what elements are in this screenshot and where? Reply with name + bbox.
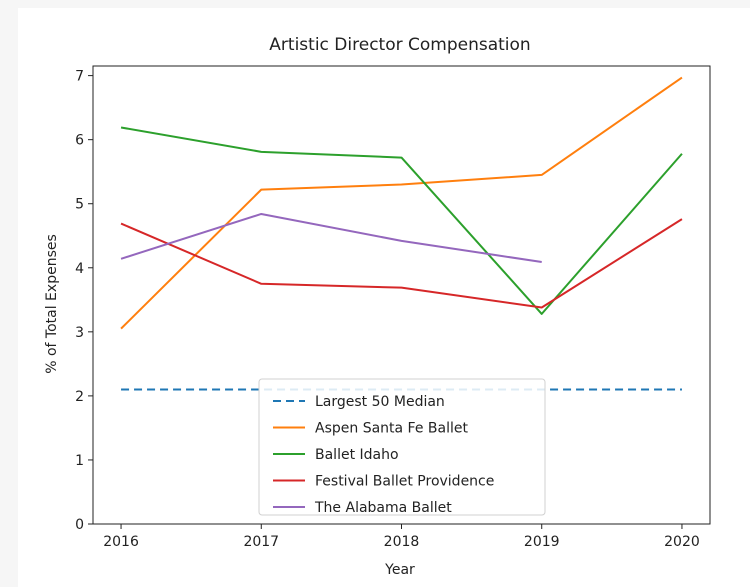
series-line-aspen-santa-fe-ballet — [120, 76, 683, 330]
y-tick-label: 6 — [75, 133, 84, 149]
y-axis: 0 1 2 3 4 5 6 7 — [75, 69, 93, 533]
legend-label: Ballet Idaho — [315, 447, 399, 463]
y-tick-label: 0 — [75, 517, 84, 533]
line-chart: Artistic Director Compensation 2016 2017 2… — [44, 35, 711, 578]
y-axis-label: % of Total Expenses — [44, 234, 60, 374]
series-line-ballet-idaho — [120, 126, 683, 315]
y-tick-label: 5 — [75, 197, 84, 213]
y-tick-label: 7 — [75, 69, 84, 85]
x-tick-label: 2020 — [664, 534, 700, 550]
chart-title: Artistic Director Compensation — [269, 35, 530, 55]
x-tick-label: 2019 — [524, 534, 560, 550]
y-tick-label: 4 — [75, 261, 84, 277]
legend: Largest 50 Median Aspen Santa Fe Ballet Ba… — [258, 378, 546, 516]
legend-label: Largest 50 Median — [315, 394, 445, 410]
x-axis: 2016 2017 2018 2019 2020 — [103, 524, 700, 550]
x-axis-label: Year — [384, 562, 415, 578]
legend-label: The Alabama Ballet — [314, 500, 452, 516]
y-tick-label: 1 — [75, 453, 84, 469]
legend-box — [258, 378, 546, 516]
series-line-the-alabama-ballet — [120, 212, 542, 264]
series-layer — [120, 76, 683, 391]
chart-card: Artistic Director Compensation 2016 2017 2… — [18, 8, 750, 587]
x-tick-label: 2017 — [243, 534, 279, 550]
y-tick-label: 2 — [75, 389, 84, 405]
y-tick-label: 3 — [75, 325, 84, 341]
legend-label: Aspen Santa Fe Ballet — [315, 421, 468, 437]
series-line-festival-ballet-providence — [120, 218, 683, 309]
x-tick-label: 2016 — [103, 534, 139, 550]
legend-label: Festival Ballet Providence — [315, 474, 494, 490]
x-tick-label: 2018 — [384, 534, 420, 550]
